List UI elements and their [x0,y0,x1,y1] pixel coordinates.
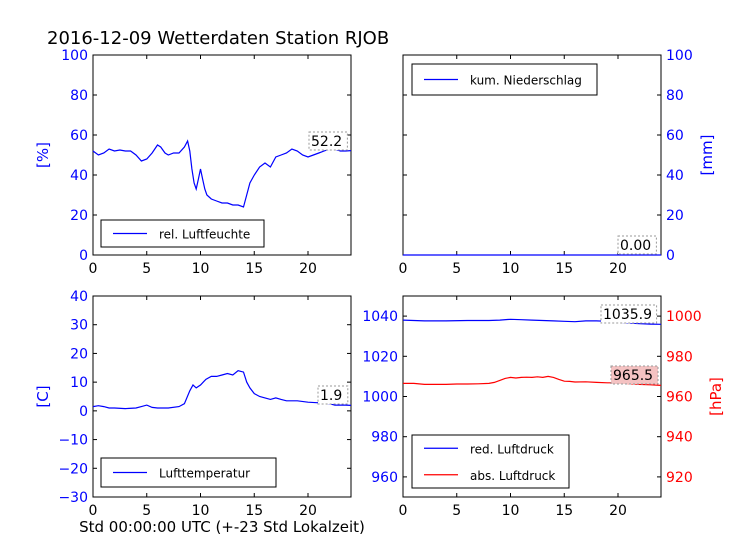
y-tick-label: −10 [58,433,88,449]
y-tick-label: 100 [61,48,88,64]
value-label: 1.9 [320,388,342,404]
y-tick-label: 100 [666,48,693,64]
x-tick-label: 0 [89,261,98,277]
x-tick-label: 20 [609,261,627,277]
x-tick-label: 5 [142,261,151,277]
legend-label: Lufttemperatur [159,467,250,481]
x-tick-label: 5 [452,261,461,277]
precipitation-panel: 0 5 10 15 20 0 20 40 60 80 100 [mm] 0.00 kum. Nieders… [399,48,716,277]
y-tick-label-left: 980 [371,430,398,446]
y-tick-label-left: 1020 [362,349,398,365]
y-axis-label: [%] [34,142,52,168]
y-tick-label-right: 1000 [666,309,702,325]
y-tick-label-left: 1000 [362,390,398,406]
value-label-box [617,235,657,255]
y-tick-label-right: 960 [666,390,693,406]
y-axis-label: [hPa] [707,377,725,416]
x-axis-label: Std 00:00:00 UTC (+-23 Std Lokalzeit) [79,518,365,536]
y-axis-label: [mm] [698,135,716,176]
y-tick-label: 60 [70,128,88,144]
x-tick-label: 10 [502,261,520,277]
humidity-panel: 0 5 10 15 20 0 20 40 60 80 100 [%] 52.2 rel. Luftfeuc… [34,48,352,277]
x-tick-label: 20 [299,261,317,277]
pressure-panel: 0 5 10 15 20 960 980 1000 1020 1040 920 940 960 980 10… [362,295,725,519]
y-tick-label: 10 [70,375,88,391]
x-tick-label: 20 [609,503,627,519]
y-tick-label-left: 1040 [362,309,398,325]
y-tick-label: 80 [666,88,684,104]
value-label: 965.5 [613,368,653,384]
y-axis-label: [C] [34,385,52,407]
series-line [92,370,352,410]
value-label: 0.00 [620,238,651,254]
y-tick-label: 0 [79,248,88,264]
value-label-box [317,385,349,405]
value-label-box [610,365,659,385]
value-label-box [308,131,348,151]
y-tick-label-left: 960 [371,470,398,486]
y-tick-label: 40 [70,289,88,305]
series-line [92,139,352,208]
legend-label: red. Luftdruck [470,442,554,456]
value-label: 1035.9 [603,307,652,323]
y-tick-label: 60 [666,128,684,144]
y-tick-label: −20 [58,461,88,477]
x-tick-label: 15 [555,503,573,519]
temperature-panel: 0 5 10 15 20 −30 −20 −10 0 10 20 30 40 [C] 1.9 Lufttemp… [34,289,352,519]
y-tick-label: −30 [58,490,88,506]
y-tick-label-right: 980 [666,349,693,365]
x-tick-label: 20 [299,503,317,519]
legend-label: kum. Niederschlag [470,74,582,88]
y-tick-label: 20 [666,208,684,224]
value-label: 52.2 [311,134,342,150]
y-tick-label: 80 [70,88,88,104]
legend-label: rel. Luftfeuchte [159,228,250,242]
x-tick-label: 5 [142,503,151,519]
x-tick-label: 10 [192,503,210,519]
y-tick-label: 30 [70,318,88,334]
y-tick-label-right: 940 [666,430,693,446]
value-label-box [600,304,658,324]
x-tick-label: 10 [502,503,520,519]
x-tick-label: 5 [452,503,461,519]
y-tick-label: 40 [666,168,684,184]
figure-title: 2016-12-09 Wetterdaten Station RJOB [47,28,389,49]
y-tick-label: 20 [70,208,88,224]
y-tick-label: 0 [79,404,88,420]
x-tick-label: 0 [399,261,408,277]
x-tick-label: 15 [245,503,263,519]
legend-box [411,434,570,489]
y-tick-label: 0 [666,248,675,264]
x-tick-label: 15 [245,261,263,277]
y-tick-label: 20 [70,346,88,362]
x-tick-label: 10 [192,261,210,277]
x-tick-label: 0 [399,503,408,519]
series-line [403,375,662,386]
x-tick-label: 0 [89,503,98,519]
legend-label: abs. Luftdruck [470,469,555,483]
y-tick-label-right: 920 [666,470,693,486]
x-tick-label: 15 [555,261,573,277]
y-tick-label: 40 [70,168,88,184]
